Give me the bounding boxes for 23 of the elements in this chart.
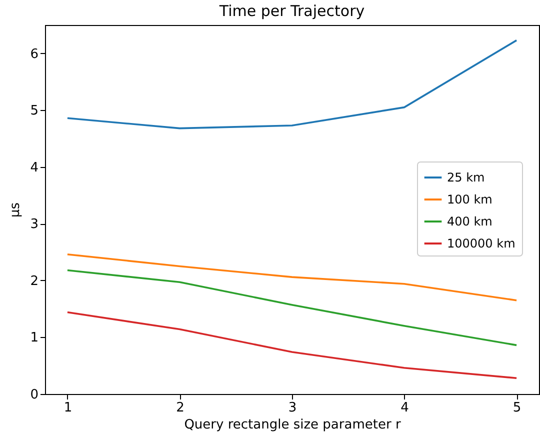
legend-label: 100000 km: [447, 236, 516, 250]
y-tick-label: 4: [30, 160, 38, 176]
x-tick-label: 1: [64, 400, 72, 416]
line-series: [66, 39, 518, 130]
line-series: [66, 311, 518, 380]
x-axis-title: Query rectangle size parameter r: [184, 418, 402, 432]
y-tick-label: 2: [30, 274, 38, 289]
x-tick-label: 3: [288, 400, 297, 416]
x-tick-label: 2: [176, 400, 184, 416]
y-tick-label: 0: [30, 388, 38, 402]
x-tick-label: 5: [512, 400, 522, 416]
y-tick-label: 1: [30, 330, 38, 346]
y-tick-label: 3: [30, 217, 38, 232]
line-series: [66, 253, 518, 302]
chart-title: Time per Trajectory: [218, 2, 365, 20]
legend-label: 25 km: [447, 170, 485, 184]
x-tick-label: 4: [400, 400, 409, 416]
y-tick-label: 6: [30, 46, 38, 62]
line-series: [66, 269, 518, 346]
y-tick-label: 5: [30, 104, 38, 119]
legend-label: 400 km: [447, 214, 492, 228]
legend-label: 100 km: [447, 192, 492, 206]
y-axis-title: μs: [8, 202, 24, 218]
